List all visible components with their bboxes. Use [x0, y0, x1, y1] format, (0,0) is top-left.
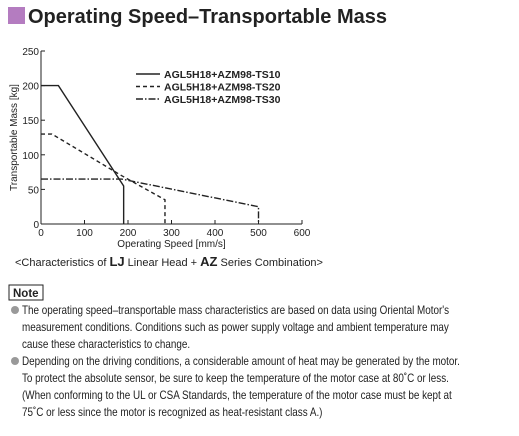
y-tick-label: 50	[28, 185, 40, 196]
x-tick-label: 300	[163, 228, 180, 239]
caption-part: AZ	[200, 254, 217, 269]
bullet	[11, 306, 19, 314]
y-tick-label: 100	[22, 151, 39, 162]
x-tick-label: 100	[76, 228, 93, 239]
y-axis-label: Transportable Mass [kg]	[9, 84, 20, 191]
title: Operating Speed–Transportable Mass	[28, 6, 387, 28]
caption-part: Series Combination>	[218, 257, 323, 269]
series-line	[41, 84, 125, 224]
x-tick-label: 600	[294, 228, 311, 239]
note-line: measurement conditions. Conditions such …	[22, 321, 449, 334]
note-line: (When conforming to the UL or CSA Standa…	[22, 389, 452, 402]
x-tick-label: 0	[38, 228, 44, 239]
x-tick-label: 400	[207, 228, 224, 239]
legend-label: AGL5H18+AZM98-TS10	[164, 69, 281, 81]
note-line: 75˚C or less since the motor is recogniz…	[22, 406, 322, 419]
bullet	[11, 357, 19, 365]
title-marker	[8, 7, 25, 24]
caption-part: LJ	[109, 254, 124, 269]
series-line	[41, 178, 260, 224]
note-line: Depending on the driving conditions, a c…	[22, 355, 460, 368]
y-tick-label: 0	[33, 220, 39, 231]
series-line	[41, 133, 166, 224]
y-tick-label: 200	[22, 82, 39, 93]
x-axis-label: Operating Speed [mm/s]	[117, 239, 226, 250]
note-body: The operating speed–transportable mass c…	[22, 304, 460, 419]
note-line: cause these characteristics to change.	[22, 338, 190, 351]
legend-label: AGL5H18+AZM98-TS20	[164, 82, 281, 94]
note-label: Note	[13, 288, 39, 300]
caption-part: Linear Head +	[125, 257, 201, 269]
note-box	[8, 284, 44, 301]
y-tick-label: 150	[22, 116, 39, 127]
x-tick-label: 500	[250, 228, 267, 239]
note-line: The operating speed–transportable mass c…	[22, 304, 449, 317]
y-tick-label: 250	[22, 47, 39, 58]
caption: <Characteristics of LJ Linear Head + AZ …	[15, 254, 323, 269]
legend-label: AGL5H18+AZM98-TS30	[164, 94, 281, 106]
x-tick-label: 200	[120, 228, 137, 239]
note-line: To protect the absolute sensor, be sure …	[22, 372, 449, 385]
caption-part: <Characteristics of	[15, 257, 109, 269]
